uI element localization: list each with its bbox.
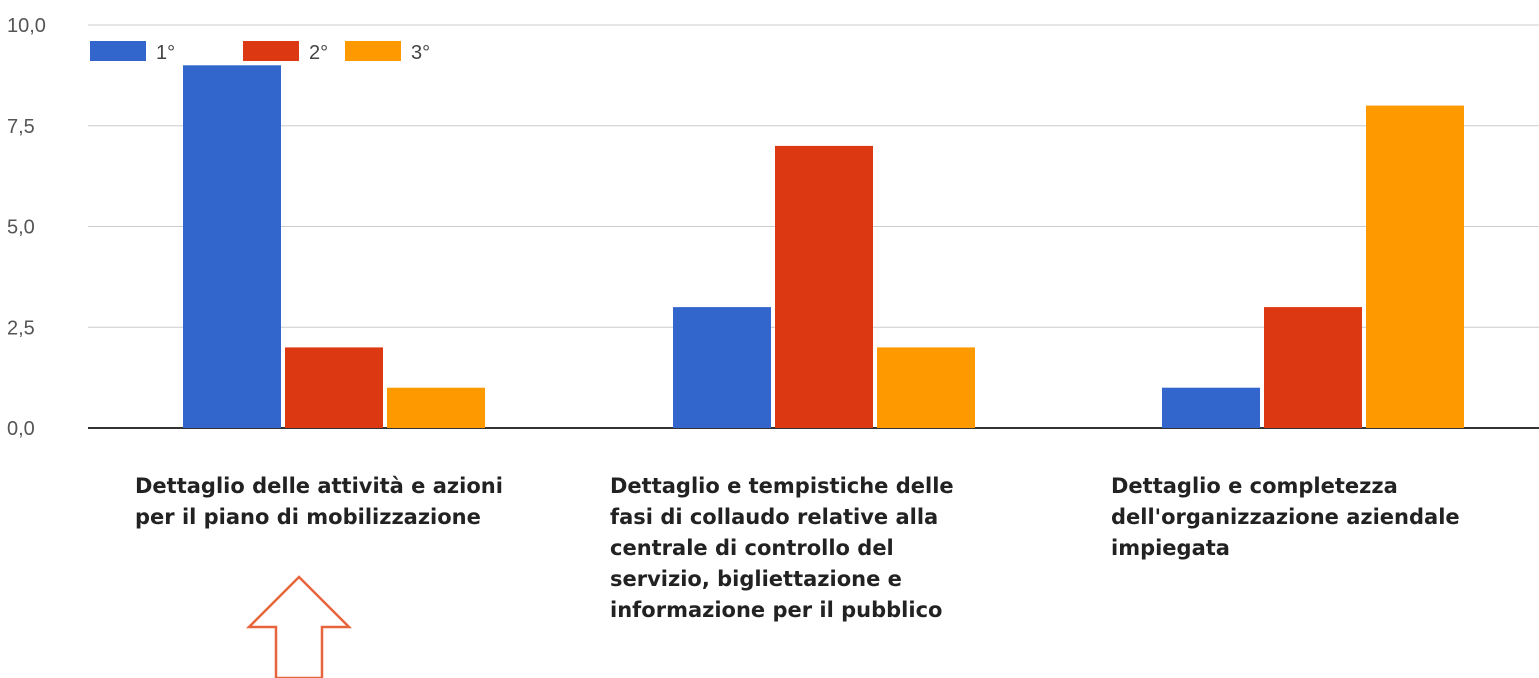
bar: [775, 145, 873, 428]
bar: [1366, 105, 1464, 428]
category-label: Dettaglio e completezza dell'organizzazi…: [1111, 474, 1460, 560]
y-tick-label: 10,0: [7, 15, 46, 37]
category-label: Dettaglio delle attività e azioni per il…: [135, 474, 503, 529]
y-tick-label: 2,5: [7, 317, 35, 339]
y-tick-label: 5,0: [7, 217, 35, 239]
y-tick-label: 0,0: [7, 418, 35, 440]
bar: [673, 307, 771, 428]
category-label: Dettaglio e tempistiche delle fasi di co…: [610, 474, 954, 622]
bar: [285, 347, 383, 428]
bar: [1162, 387, 1260, 428]
arrow-up-icon: [245, 575, 353, 678]
legend-label: 3°: [411, 42, 430, 64]
legend-swatch: [243, 41, 299, 61]
bar: [1264, 307, 1362, 428]
legend-swatch: [90, 41, 146, 61]
bar: [183, 65, 281, 429]
legend-label: 1°: [156, 42, 175, 64]
bars: [183, 65, 1464, 429]
legend: 1° 2° 3°: [90, 41, 430, 64]
bar: [387, 387, 485, 428]
annotation: [245, 575, 353, 678]
bar: [877, 347, 975, 428]
y-tick-label: 7,5: [7, 116, 35, 138]
legend-label: 2°: [309, 42, 328, 64]
legend-swatch: [345, 41, 401, 61]
y-axis-tick-labels: 0,0 2,5 5,0 7,5 10,0: [7, 15, 46, 440]
